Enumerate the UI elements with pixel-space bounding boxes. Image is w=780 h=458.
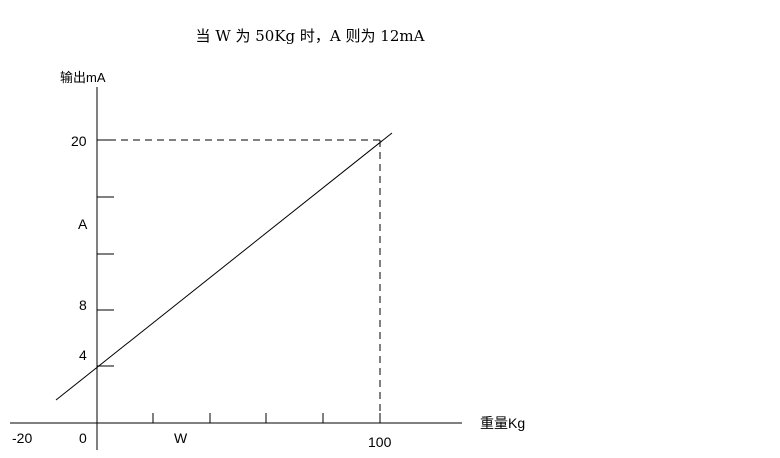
x-ticks xyxy=(152,413,381,423)
y-ticks xyxy=(97,139,114,367)
x-tick-label-W: W xyxy=(174,430,188,446)
x-tick-label-0: 0 xyxy=(79,430,87,446)
y-tick-label-4: 4 xyxy=(79,347,87,363)
y-tick-label-8: 8 xyxy=(79,297,87,313)
x-tick-label-100: 100 xyxy=(368,434,392,450)
y-axis-label: 输出mA xyxy=(60,70,106,85)
x-axis-label: 重量Kg xyxy=(480,415,525,431)
x-tick-label-minus20: -20 xyxy=(12,430,32,446)
relationship-line xyxy=(55,132,393,401)
y-tick-label-20: 20 xyxy=(71,133,87,149)
y-tick-label-A: A xyxy=(78,216,88,232)
caption: 当 W 为 50Kg 时，A 则为 12mA xyxy=(196,27,425,45)
